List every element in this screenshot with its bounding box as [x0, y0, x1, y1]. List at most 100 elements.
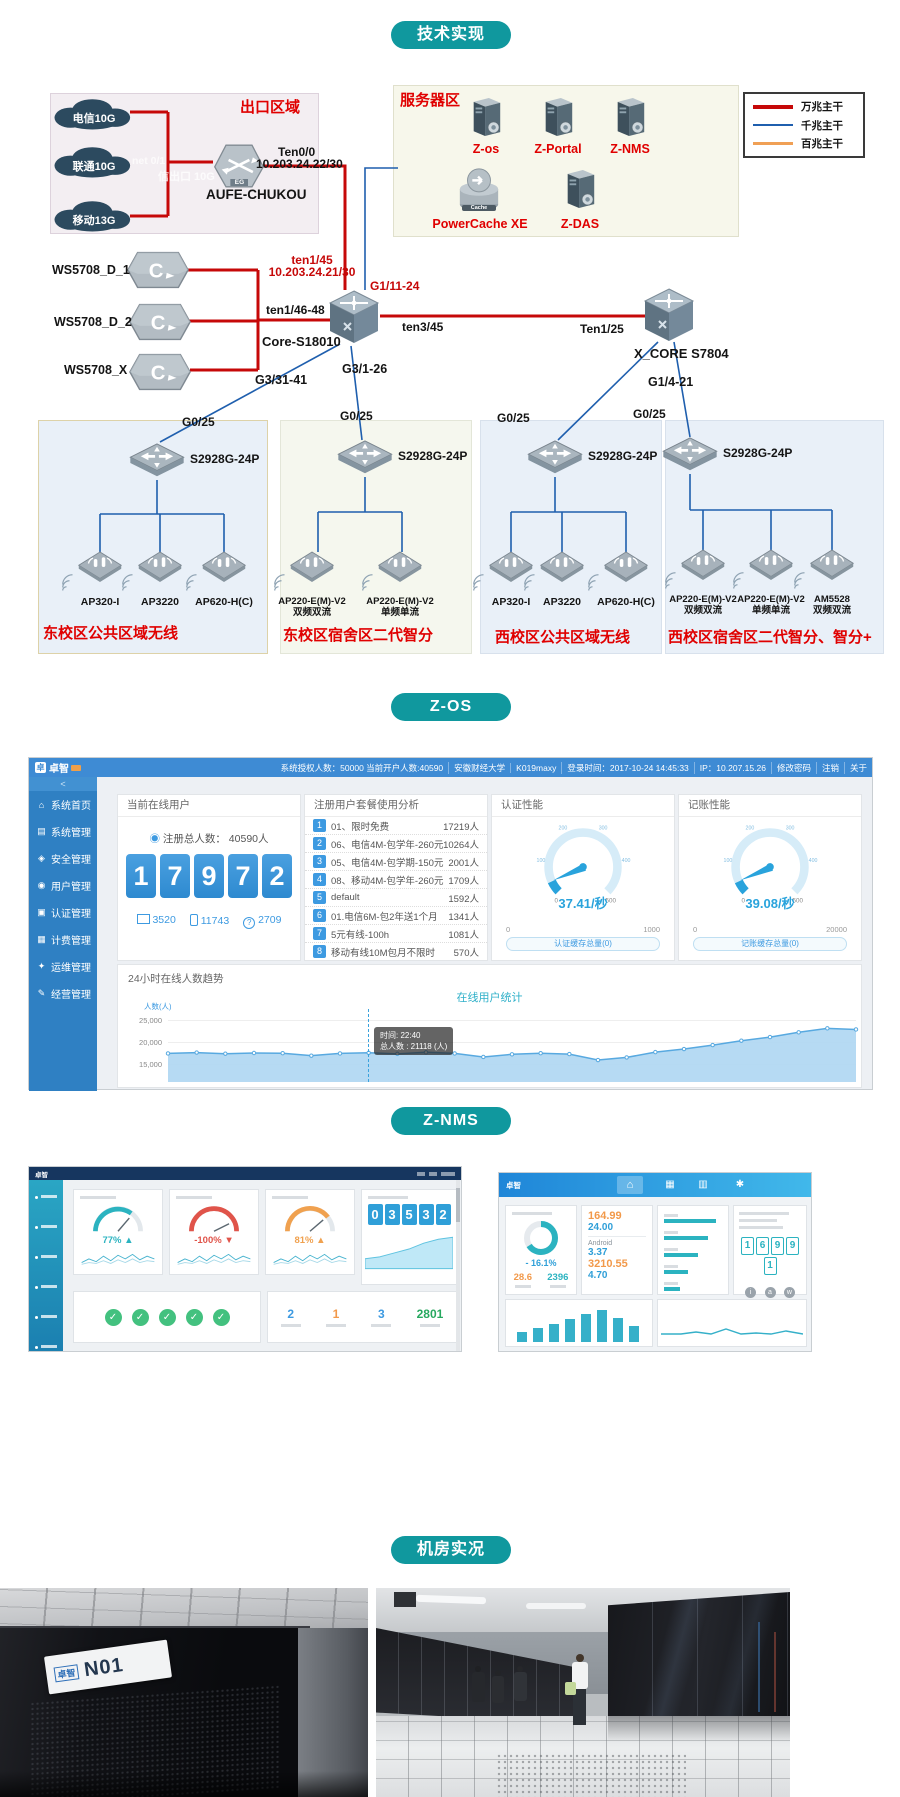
nms-area-chart [365, 1236, 453, 1270]
rank-badge: 5 [313, 891, 326, 904]
counter-digit: 2 [262, 854, 292, 898]
package-name: 5元有线-100h [331, 929, 390, 941]
nms-sidebar-item[interactable] [35, 1306, 63, 1324]
ac-icon [129, 353, 191, 391]
semi-gauge-icon [285, 1206, 335, 1232]
nav-settings-icon[interactable]: ✱ [735, 1179, 745, 1190]
nms-sidebar-item[interactable] [35, 1216, 63, 1234]
sparkline-chart [177, 1253, 251, 1265]
package-name: 01.电信6M-包2年送1个月 [331, 911, 438, 923]
auth-rate-value: 37.41/秒 [558, 896, 608, 911]
nms-sidebar-item[interactable] [35, 1336, 63, 1351]
gateway-badge: EG [231, 179, 248, 186]
zos-change-password-link[interactable]: 修改密码 [770, 761, 816, 774]
sidebar-item-system[interactable]: ▤ 系统管理 [29, 818, 97, 845]
rank-badge: 2 [313, 837, 326, 850]
auth-performance-panel: 认证性能 100 200 300 400 0 500 37.41/秒 0 1000… [491, 794, 675, 961]
nms-sidebar-item[interactable] [35, 1246, 63, 1264]
zos-logout-link[interactable]: 注销 [815, 761, 844, 774]
topbar-item[interactable] [441, 1171, 455, 1176]
counter-digit: 7 [160, 854, 190, 898]
zos-topbar-school: 安徽财经大学 [448, 761, 510, 774]
check-icon: ✓ [185, 1308, 203, 1326]
ap-icon [290, 551, 334, 583]
sidebar-item-business[interactable]: ✎ 经营管理 [29, 980, 97, 1007]
nav-report-icon[interactable]: ▥ [698, 1179, 708, 1190]
cache-label: PowerCache XE [432, 217, 528, 231]
access-switch-icon [527, 440, 583, 474]
cpu-card-stats: 28.6 2396 [506, 1272, 576, 1288]
sidebar-item-home[interactable]: ⌂ 系统首页 [29, 791, 97, 818]
kpi-label: Android [588, 1240, 613, 1247]
ap-icon [378, 551, 422, 583]
package-row: 3 05、电信4M-包学期-150元 2001人 [305, 853, 487, 871]
kpi-value: 164.99 [588, 1210, 622, 1222]
shopping-bag [565, 1682, 576, 1695]
ap-model: AP220-E(M)-V2 [737, 594, 805, 605]
core-port-g11: G1/11-24 [370, 279, 420, 293]
stat-value: 2801 [416, 1307, 444, 1321]
group3-switch-label: S2928G-24P [588, 449, 658, 463]
check-icon: ✓ [104, 1308, 122, 1326]
zos-logo-text: 卓智 [49, 764, 69, 775]
pen-icon: ✎ [37, 988, 46, 998]
svg-text:200: 200 [746, 826, 755, 832]
package-count: 10264人 [443, 839, 479, 851]
nms-terminal-card: 1 6 9 91 i a w [733, 1205, 807, 1298]
sidebar-item-users[interactable]: ◉ 用户管理 [29, 872, 97, 899]
nav-home-icon[interactable]: ⌂ [617, 1176, 643, 1194]
sparkline-chart [273, 1253, 347, 1265]
cloud-telecom: 电信10G [52, 96, 136, 136]
sidebar-collapse-button[interactable]: < [29, 777, 97, 791]
sidebar-item-billing[interactable]: ▦ 计费管理 [29, 926, 97, 953]
y-tick: 15,000 [139, 1060, 162, 1069]
ac-label: WS5708_X [64, 363, 128, 377]
light-strip [415, 1594, 487, 1605]
nms-sidebar-item[interactable] [35, 1276, 63, 1294]
nms-gauge-card-2: -100% ▼ [169, 1189, 259, 1275]
device-stat-pc: 3520 [136, 914, 176, 929]
nms-line-chart-card [657, 1299, 807, 1347]
nms-sidebar-item[interactable] [35, 1186, 63, 1204]
package-count: 1081人 [448, 929, 479, 941]
sidebar-item-ops[interactable]: ✦ 运维管理 [29, 953, 97, 980]
cloud-label: 电信10G [72, 113, 116, 125]
core-port-g31: G3/1-26 [342, 362, 388, 376]
check-icon: ✓ [212, 1308, 230, 1326]
cloud-label: 联通10G [72, 161, 116, 173]
package-name: 05、电信4M-包学期-150元 [331, 857, 444, 869]
sidebar-item-security[interactable]: ◈ 安全管理 [29, 845, 97, 872]
rank-badge: 1 [313, 819, 326, 832]
group2-caption: 东校区宿舍区二代智分 [283, 627, 434, 644]
rank-bar [664, 1236, 708, 1240]
group4-caption: 西校区宿舍区二代智分、智分+ [668, 629, 872, 646]
topbar-item[interactable] [417, 1171, 425, 1176]
zos-logo-tag [71, 764, 81, 771]
ap-label: AM5528 双频双流 [787, 594, 877, 616]
stat-block: 2 [280, 1307, 301, 1327]
sidebar-item-auth[interactable]: ▣ 认证管理 [29, 899, 97, 926]
zos-about-link[interactable]: 关于 [843, 761, 872, 774]
access-switch-icon [662, 437, 718, 471]
scrollbar[interactable] [456, 1180, 460, 1351]
ac-label: WS5708_D_2 [54, 315, 132, 329]
person-silhouette [514, 1666, 527, 1701]
accounting-cache-bar: 记账缓存总量(0) [693, 937, 847, 951]
billing-icon: ▦ [37, 934, 46, 944]
stat-value: 2 [287, 1307, 294, 1321]
cloud-unicom: 联通10G [52, 144, 136, 184]
topbar-item[interactable] [429, 1171, 437, 1176]
wifi-icon [665, 572, 677, 590]
ap-sub: 单频单流 [380, 607, 419, 618]
trend-title: 24小时在线人数趋势 [128, 973, 224, 985]
wifi-icon [473, 574, 485, 592]
znms-dashboard-right: 卓智 ⌂ ▦ ▥ ✱ - 16.1% 28.6 2396 164.99 24.0… [498, 1172, 812, 1352]
svg-text:0: 0 [741, 897, 745, 904]
legend-line-1g [753, 124, 793, 126]
person-silhouette [492, 1670, 504, 1703]
server-area-title: 服务器区 [400, 92, 461, 109]
package-row: 8 移动有线10M包月不限时 570人 [305, 943, 487, 960]
nav-calendar-icon[interactable]: ▦ [665, 1179, 675, 1190]
